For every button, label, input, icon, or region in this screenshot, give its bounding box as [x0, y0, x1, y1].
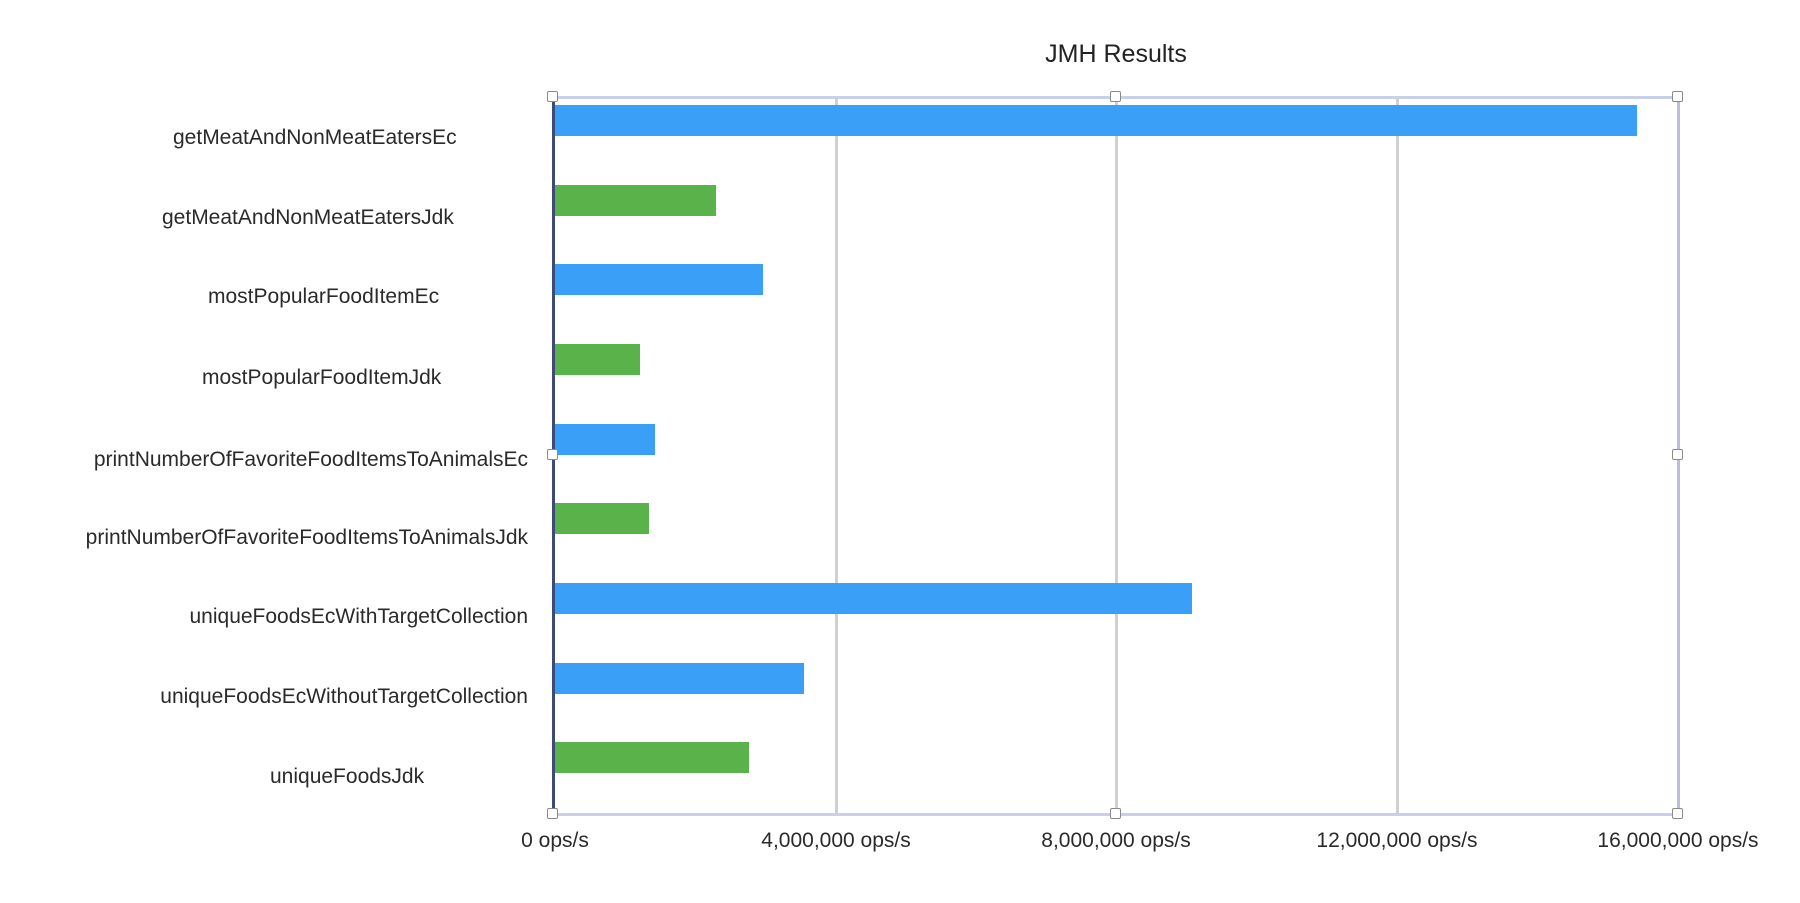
x-tick-label: 12,000,000 ops/s	[1316, 829, 1478, 852]
bar-mostPopularFoodItemJdk[interactable]	[553, 344, 641, 375]
bar-printNumberOfFavoriteFoodItemsToAnimalsEc[interactable]	[553, 423, 655, 455]
bar-mostPopularFoodItemEc[interactable]	[553, 264, 763, 296]
category-label: uniqueFoodsJdk	[270, 765, 425, 788]
x-tick-label: 16,000,000 ops/s	[1597, 829, 1759, 852]
resize-handle-top-left[interactable]	[547, 91, 558, 102]
resize-handle-top-center[interactable]	[1110, 91, 1121, 102]
x-tick-label: 0 ops/s	[521, 829, 589, 852]
resize-handle-bottom-right[interactable]	[1672, 808, 1683, 819]
category-label: mostPopularFoodItemEc	[208, 285, 440, 308]
plot-area	[547, 91, 1683, 819]
category-label: getMeatAndNonMeatEatersEc	[173, 126, 457, 149]
resize-handle-top-right[interactable]	[1672, 91, 1683, 102]
resize-handle-bottom-left[interactable]	[547, 808, 558, 819]
gridline-8m	[1115, 97, 1118, 814]
gridline-4m	[835, 97, 838, 814]
bar-printNumberOfFavoriteFoodItemsToAnimalsJdk[interactable]	[553, 503, 649, 535]
bar-uniqueFoodsEcWithTargetCollection[interactable]	[553, 583, 1193, 614]
gridline-12m	[1396, 97, 1399, 814]
category-label: printNumberOfFavoriteFoodItemsToAnimalsE…	[93, 448, 528, 471]
chart-title: JMH Results	[1045, 40, 1187, 68]
bar-uniqueFoodsJdk[interactable]	[553, 742, 750, 774]
resize-handle-middle-left[interactable]	[547, 449, 558, 460]
category-label: uniqueFoodsEcWithoutTargetCollection	[160, 685, 528, 708]
bar-uniqueFoodsEcWithoutTargetCollection[interactable]	[553, 662, 805, 694]
category-label: mostPopularFoodItemJdk	[202, 366, 442, 389]
bar-getMeatAndNonMeatEatersJdk[interactable]	[553, 184, 717, 216]
bar-getMeatAndNonMeatEatersEc[interactable]	[553, 105, 1638, 136]
category-label: uniqueFoodsEcWithTargetCollection	[189, 605, 528, 628]
x-tick-label: 4,000,000 ops/s	[761, 829, 911, 852]
category-axis-labels: getMeatAndNonMeatEatersEc getMeatAndNonM…	[52, 0, 542, 903]
x-tick-label: 8,000,000 ops/s	[1041, 829, 1191, 852]
resize-handle-bottom-center[interactable]	[1110, 808, 1121, 819]
category-label: getMeatAndNonMeatEatersJdk	[162, 206, 454, 229]
resize-handle-middle-right[interactable]	[1672, 449, 1683, 460]
category-label: printNumberOfFavoriteFoodItemsToAnimalsJ…	[85, 526, 528, 549]
